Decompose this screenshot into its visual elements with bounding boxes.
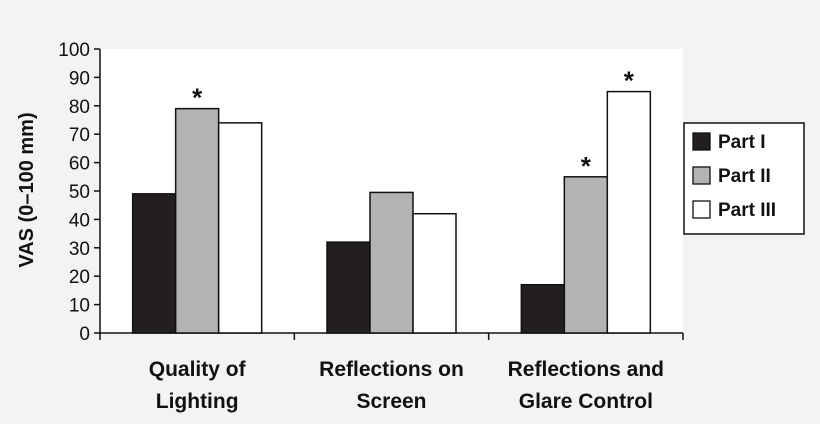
x-category-label: Quality of — [149, 358, 247, 381]
bar-part-i-cat0 — [131, 193, 177, 334]
significance-markers: * * * — [192, 66, 635, 181]
bar-part-iii-cat1 — [412, 212, 457, 334]
y-tick-label: 50 — [69, 182, 90, 203]
bar-part-iii-cat0 — [217, 122, 263, 334]
bars — [131, 90, 652, 334]
y-tick-label: 60 — [69, 154, 90, 175]
bar-part-ii-cat0 — [174, 107, 220, 334]
x-category-label: Glare Control — [519, 390, 653, 413]
legend: Part I Part II Part III — [683, 122, 805, 235]
significance-star: * — [624, 66, 635, 96]
y-tick-label: 100 — [58, 40, 90, 61]
x-category-label: Reflections and — [508, 358, 664, 381]
y-tick-label: 80 — [69, 97, 90, 118]
legend-label: Part I — [718, 132, 766, 153]
x-category-label: Lighting — [156, 390, 239, 413]
significance-star: * — [581, 151, 592, 181]
y-tick-label: 70 — [69, 125, 90, 146]
y-axis-label: VAS (0–100 mm) — [16, 112, 38, 267]
significance-star: * — [192, 83, 203, 113]
y-tick-label: 10 — [69, 296, 90, 317]
legend-label: Part III — [718, 200, 776, 221]
bar-part-i-cat2 — [520, 283, 566, 334]
legend-label: Part II — [718, 166, 771, 187]
y-tick-label: 20 — [69, 267, 90, 288]
bar-part-ii-cat1 — [369, 191, 414, 334]
category-labels: Quality of Lighting Reflections on Screen Re… — [149, 358, 664, 413]
y-tick-label: 0 — [79, 324, 90, 345]
y-tick-label: 90 — [69, 68, 90, 89]
bar-part-i-cat1 — [326, 241, 371, 334]
bar-part-ii-cat2 — [563, 176, 609, 334]
y-tick-label: 40 — [69, 210, 90, 231]
legend-swatch — [692, 166, 711, 185]
legend-swatch — [692, 200, 711, 219]
x-category-label: Screen — [356, 390, 426, 413]
x-category-label: Reflections on — [319, 358, 464, 381]
bar-part-iii-cat2 — [606, 90, 652, 334]
y-tick-label: 30 — [69, 239, 90, 260]
legend-swatch — [692, 132, 711, 151]
